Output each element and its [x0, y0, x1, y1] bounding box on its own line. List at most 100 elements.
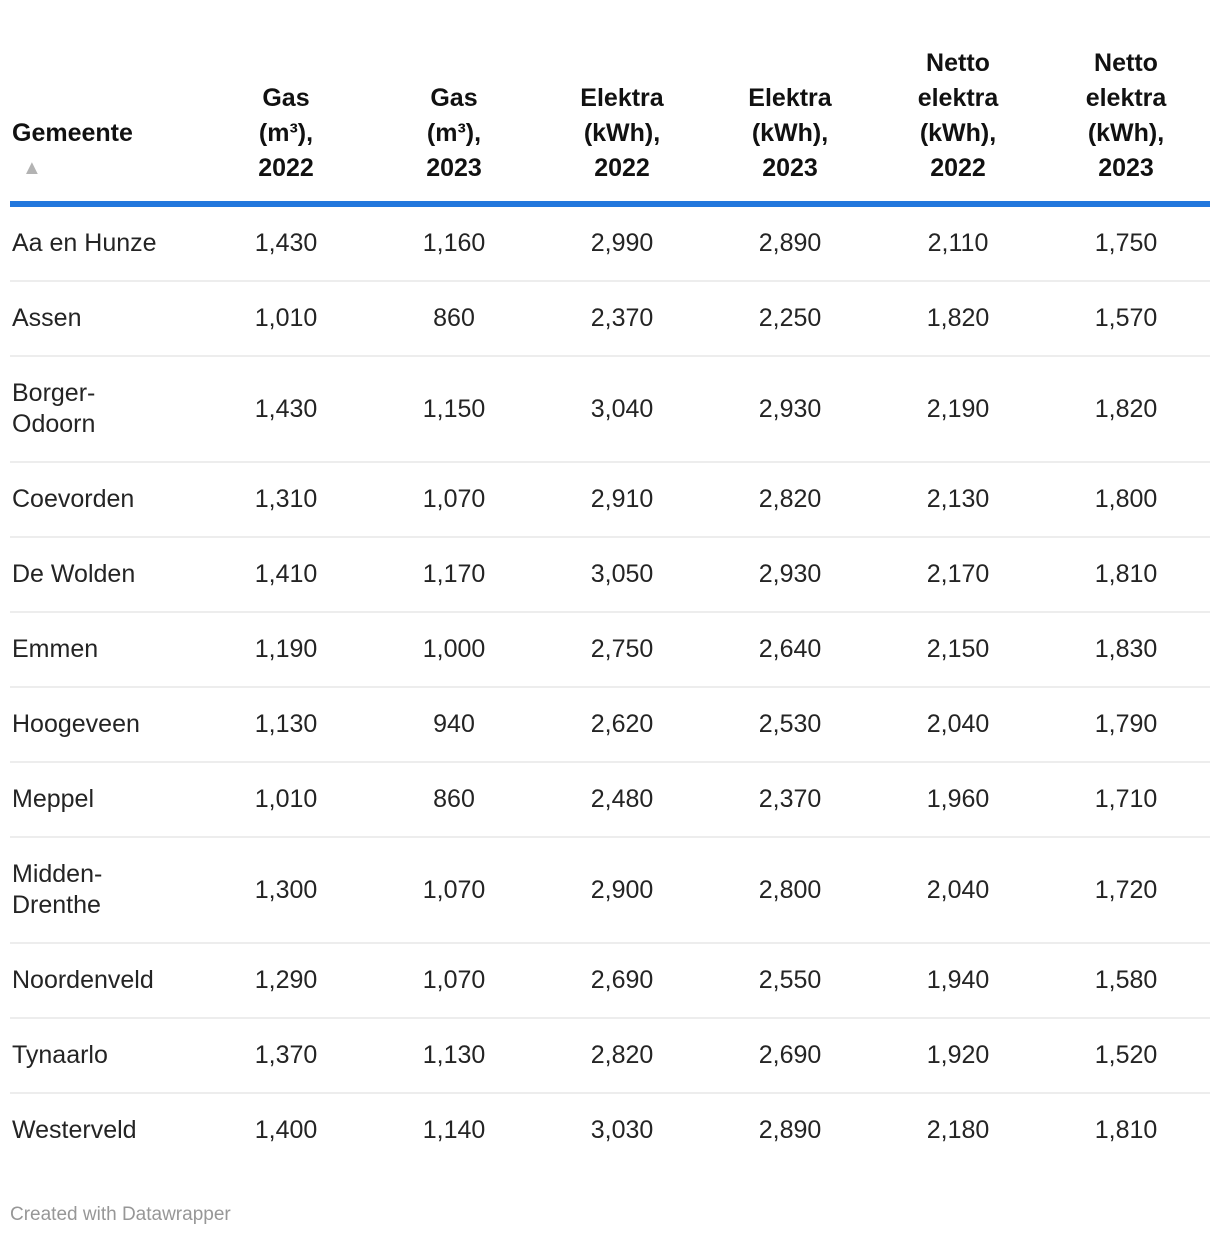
cell-value: 2,370 [706, 761, 874, 837]
cell-gemeente: Tynaarlo [10, 1017, 202, 1093]
cell-value: 2,900 [538, 836, 706, 943]
cell-value: 1,820 [874, 280, 1042, 356]
cell-value: 1,410 [202, 536, 370, 612]
cell-value: 1,960 [874, 761, 1042, 837]
column-header-label: Gemeente [12, 119, 133, 147]
table-row: Borger- Odoorn 1,430 1,150 3,040 2,930 2,190 1… [10, 355, 1210, 462]
cell-value: 1,810 [1042, 536, 1210, 612]
cell-value: 1,190 [202, 611, 370, 687]
cell-value: 2,040 [874, 686, 1042, 762]
cell-value: 2,890 [758, 229, 822, 257]
column-header-label: Netto elektra (kWh), 2023 [1085, 49, 1167, 182]
cell-value: 1,400 [202, 1092, 370, 1167]
header-row: Gemeente ▲ Gas (m³), 2022 Gas (m³), 2023 Ele… [10, 0, 1210, 207]
column-header-elektra-2023[interactable]: Elektra (kWh), 2023 [706, 0, 874, 207]
cell-gemeente: Emmen [10, 611, 202, 687]
column-header-label: Gas (m³), 2023 [426, 84, 482, 182]
attribution: Created with Datawrapper [10, 1204, 231, 1226]
cell-value: 1,790 [1042, 686, 1210, 762]
column-header-gas-2023[interactable]: Gas (m³), 2023 [370, 0, 538, 207]
table-row: Midden- Drenthe 1,300 1,070 2,900 2,800 2,040… [10, 836, 1210, 943]
cell-value: 2,640 [706, 611, 874, 687]
cell-value: 1,830 [1042, 611, 1210, 687]
column-header-label: Elektra (kWh), 2023 [748, 84, 832, 182]
table-header: Gemeente ▲ Gas (m³), 2022 Gas (m³), 2023 Ele… [10, 0, 1210, 207]
cell-gemeente: Westerveld [10, 1092, 202, 1167]
cell-value: 1,520 [1042, 1017, 1210, 1093]
table-row: Westerveld 1,400 1,140 3,030 2,890 2,180 1,810 [10, 1092, 1210, 1167]
cell-value: 1,820 [1042, 355, 1210, 462]
column-header-elektra-2022[interactable]: Elektra (kWh), 2022 [538, 0, 706, 207]
table-row: Coevorden 1,310 1,070 2,910 2,820 2,130 1,800 [10, 461, 1210, 537]
cell-value: 3,030 [538, 1092, 706, 1167]
cell-value: 1,580 [1042, 942, 1210, 1018]
cell-value: 2,690 [706, 1017, 874, 1093]
cell-value: 2,170 [874, 536, 1042, 612]
cell-value: 1,170 [370, 536, 538, 612]
cell-value: 3,040 [538, 355, 706, 462]
table-row: Meppel 1,010 860 2,480 2,370 1,960 1,710 [10, 761, 1210, 837]
cell-value: 1,940 [874, 942, 1042, 1018]
cell-value: 1,160 [422, 229, 486, 257]
cell-value: 2,910 [538, 461, 706, 537]
cell-value: 1,370 [202, 1017, 370, 1093]
column-header-label: Elektra (kWh), 2022 [580, 84, 664, 182]
cell-value: 2,800 [706, 836, 874, 943]
cell-value: 1,570 [1042, 280, 1210, 356]
cell-value: 1,000 [370, 611, 538, 687]
cell-value: 1,010 [202, 280, 370, 356]
cell-value: 1,290 [202, 942, 370, 1018]
table-row: Noordenveld 1,290 1,070 2,690 2,550 1,940 1,58… [10, 942, 1210, 1018]
cell-value: 940 [370, 686, 538, 762]
column-header-netto-2022[interactable]: Netto elektra (kWh), 2022 [874, 0, 1042, 207]
cell-value: 2,930 [706, 536, 874, 612]
cell-value: 2,130 [874, 461, 1042, 537]
table-row: De Wolden 1,410 1,170 3,050 2,930 2,170 1,810 [10, 536, 1210, 612]
sort-ascending-icon: ▲ [22, 157, 42, 179]
cell-value: 1,140 [370, 1092, 538, 1167]
column-header-netto-2023[interactable]: Netto elektra (kWh), 2023 [1042, 0, 1210, 207]
column-header-gemeente[interactable]: Gemeente ▲ [10, 0, 202, 207]
cell-value: 2,250 [706, 280, 874, 356]
cell-value: 2,820 [706, 461, 874, 537]
table-widget: Gemeente ▲ Gas (m³), 2022 Gas (m³), 2023 Ele… [10, 0, 1210, 1225]
cell-value: 1,920 [874, 1017, 1042, 1093]
cell-gemeente: Hoogeveen [10, 686, 202, 762]
cell-value: 1,710 [1042, 761, 1210, 837]
table-body: Aa en Hunze 1,430 1,160 2,990 2,890 2,110 1,75… [10, 204, 1210, 1167]
table-row: Tynaarlo 1,370 1,130 2,820 2,690 1,920 1,520 [10, 1017, 1210, 1093]
cell-value: 1,070 [370, 461, 538, 537]
column-header-label: Netto elektra (kWh), 2022 [917, 49, 999, 182]
cell-gemeente: Noordenveld [10, 942, 202, 1018]
cell-value: 2,990 [590, 229, 654, 257]
cell-value: 2,820 [538, 1017, 706, 1093]
cell-value: 2,480 [538, 761, 706, 837]
cell-gemeente: Meppel [10, 761, 202, 837]
data-table: Gemeente ▲ Gas (m³), 2022 Gas (m³), 2023 Ele… [10, 0, 1210, 1167]
cell-value: 1,310 [202, 461, 370, 537]
cell-value: 1,720 [1042, 836, 1210, 943]
cell-gemeente: Midden- Drenthe [10, 836, 202, 943]
cell-value: 2,550 [706, 942, 874, 1018]
column-header-label: Gas (m³), 2022 [258, 84, 314, 182]
table-row: Aa en Hunze 1,430 1,160 2,990 2,890 2,110 1,75… [10, 204, 1210, 281]
cell-value: 1,430 [254, 229, 318, 257]
cell-gemeente: Assen [10, 280, 202, 356]
cell-value: 1,150 [370, 355, 538, 462]
table-row: Emmen 1,190 1,000 2,750 2,640 2,150 1,830 [10, 611, 1210, 687]
cell-gemeente: De Wolden [10, 536, 202, 612]
cell-value: 1,300 [202, 836, 370, 943]
cell-value: 1,130 [202, 686, 370, 762]
datawrapper-attribution-link[interactable]: Created with Datawrapper [10, 1204, 231, 1225]
table-row: Assen 1,010 860 2,370 2,250 1,820 1,570 [10, 280, 1210, 356]
cell-value: 2,690 [538, 942, 706, 1018]
table-row: Hoogeveen 1,130 940 2,620 2,530 2,040 1,790 [10, 686, 1210, 762]
cell-gemeente: Aa en Hunze [12, 229, 157, 257]
cell-value: 860 [370, 280, 538, 356]
cell-value: 2,750 [538, 611, 706, 687]
cell-value: 2,110 [927, 229, 989, 257]
column-header-gas-2022[interactable]: Gas (m³), 2022 [202, 0, 370, 207]
cell-value: 860 [370, 761, 538, 837]
cell-value: 1,430 [202, 355, 370, 462]
cell-value: 2,180 [874, 1092, 1042, 1167]
